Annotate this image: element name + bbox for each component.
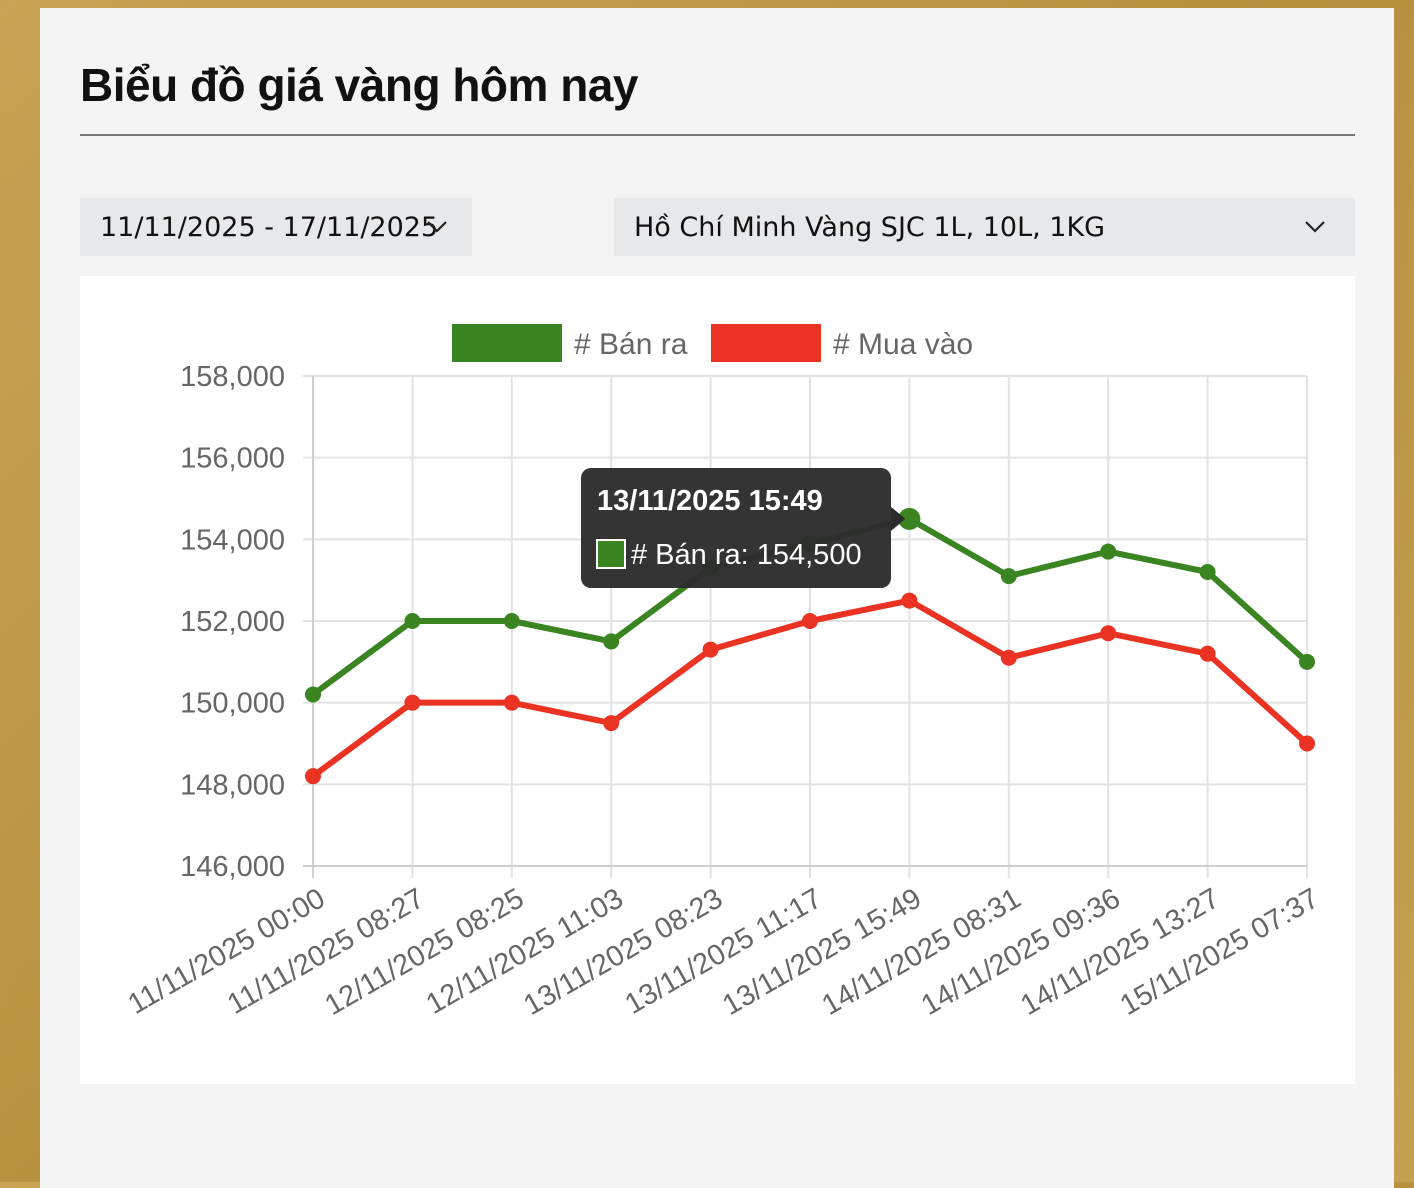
- tooltip-label: # Bán ra: 154,500: [631, 539, 862, 571]
- ban-ra-point[interactable]: [503, 613, 520, 629]
- hovered-point[interactable]: [898, 507, 921, 530]
- gold-price-panel: Biểu đồ giá vàng hôm nay 11/11/2025 - 17…: [40, 8, 1394, 1188]
- mua-vao-point[interactable]: [1000, 649, 1017, 666]
- ban-ra-point[interactable]: [305, 686, 321, 703]
- mua-vao-point[interactable]: [1299, 735, 1315, 752]
- tooltip-title: 13/11/2025 15:49: [597, 485, 823, 517]
- date-range-value: 11/11/2025 - 17/11/2025: [100, 211, 439, 243]
- legend-label-mua-vao[interactable]: # Mua vào: [833, 328, 973, 361]
- mua-vao-point[interactable]: [1199, 645, 1216, 662]
- y-tick-label: 154,000: [180, 524, 285, 556]
- location-product-value: Hồ Chí Minh Vàng SJC 1L, 10L, 1KG: [634, 211, 1106, 243]
- mua-vao-point[interactable]: [404, 694, 421, 711]
- y-tick-label: 146,000: [180, 851, 285, 883]
- mua-vao-point[interactable]: [802, 613, 818, 629]
- location-product-select[interactable]: Hồ Chí Minh Vàng SJC 1L, 10L, 1KG: [614, 198, 1355, 256]
- mua-vao-point[interactable]: [702, 641, 719, 658]
- mua-vao-point[interactable]: [901, 592, 918, 609]
- legend-label-ban-ra[interactable]: # Bán ra: [574, 328, 688, 361]
- legend-swatch-ban-ra[interactable]: [452, 324, 562, 362]
- y-tick-label: 150,000: [180, 688, 285, 720]
- chevron-down-icon: [424, 198, 450, 256]
- ban-ra-point[interactable]: [603, 633, 620, 650]
- mua-vao-point[interactable]: [603, 715, 620, 732]
- tooltip-caret: [891, 506, 906, 531]
- ban-ra-point[interactable]: [1000, 568, 1017, 585]
- tooltip-swatch: [596, 539, 626, 569]
- date-range-select[interactable]: 11/11/2025 - 17/11/2025: [80, 198, 472, 256]
- title-divider: [80, 134, 1355, 136]
- mua-vao-point[interactable]: [1100, 625, 1117, 642]
- legend-swatch-mua-vao[interactable]: [711, 324, 821, 362]
- ban-ra-point[interactable]: [1299, 653, 1315, 670]
- ban-ra-point[interactable]: [1199, 564, 1216, 580]
- page-title: Biểu đồ giá vàng hôm nay: [80, 59, 638, 111]
- y-tick-label: 148,000: [180, 769, 285, 801]
- y-tick-label: 158,000: [180, 361, 285, 393]
- mua-vao-point[interactable]: [503, 694, 520, 711]
- ban-ra-point[interactable]: [1100, 543, 1117, 560]
- chevron-down-icon: [1302, 198, 1328, 256]
- chart-card: 158,000 156,000 154,000 152,000 150,000 148,0…: [80, 276, 1355, 1084]
- price-line-chart: 158,000 156,000 154,000 152,000 150,000 148,0…: [123, 324, 1325, 1022]
- y-tick-label: 152,000: [180, 606, 285, 638]
- tooltip-box: [581, 468, 891, 588]
- mua-vao-point[interactable]: [305, 768, 321, 785]
- ban-ra-point[interactable]: [404, 613, 421, 629]
- y-tick-label: 156,000: [180, 443, 285, 475]
